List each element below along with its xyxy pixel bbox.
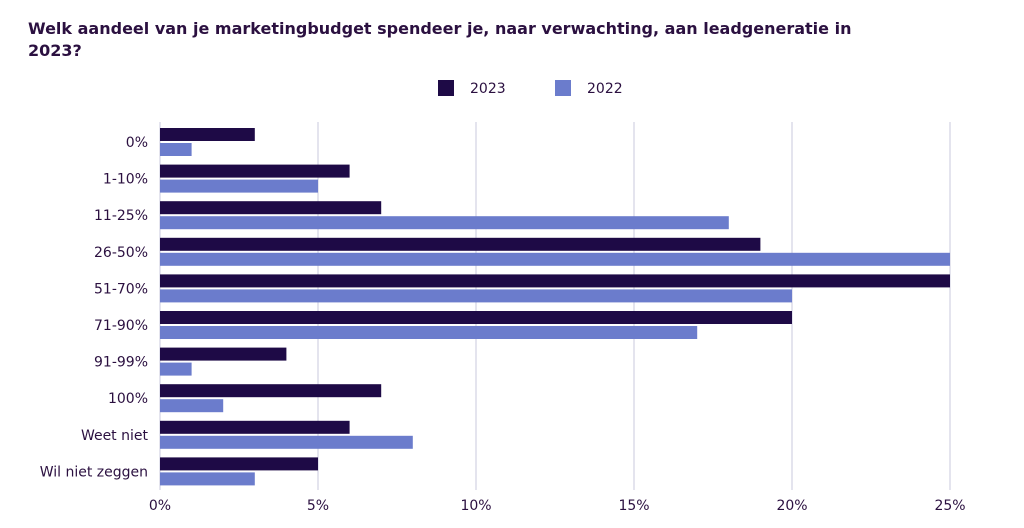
bar-2022 bbox=[160, 216, 729, 230]
legend-label: 2022 bbox=[587, 81, 623, 97]
bar-2023 bbox=[160, 274, 950, 288]
y-tick-label: 51-70% bbox=[94, 281, 148, 297]
bar-2023 bbox=[160, 128, 255, 141]
bar-2022 bbox=[160, 289, 792, 303]
y-tick-label: Wil niet zeggen bbox=[40, 464, 148, 480]
x-tick-label: 10% bbox=[460, 498, 491, 514]
bar-2022 bbox=[160, 472, 255, 486]
bar-2022 bbox=[160, 362, 192, 376]
bar-2023 bbox=[160, 164, 350, 178]
bar-2023 bbox=[160, 384, 382, 398]
x-axis-labels: 0% 5% 10% 15% 20% 25% bbox=[149, 498, 966, 514]
bar-2022 bbox=[160, 143, 192, 156]
y-tick-label: 11-25% bbox=[94, 208, 148, 224]
bar-2023 bbox=[160, 237, 761, 251]
bars bbox=[160, 128, 950, 486]
x-tick-label: 5% bbox=[307, 498, 329, 514]
y-tick-label: 26-50% bbox=[94, 245, 148, 261]
bar-2023 bbox=[160, 311, 792, 324]
y-tick-label: 1-10% bbox=[103, 172, 148, 188]
legend-label: 2023 bbox=[470, 81, 506, 97]
x-tick-label: 20% bbox=[776, 498, 807, 514]
legend-swatch-2023 bbox=[438, 80, 454, 96]
bar-2023 bbox=[160, 347, 287, 361]
y-axis-labels: 0% 1-10% 11-25% 26-50% 51-70% 71-90% 91-99% 100… bbox=[40, 135, 149, 480]
chart-title: Welk aandeel van je marketingbudget spen… bbox=[28, 19, 852, 60]
x-tick-label: 15% bbox=[618, 498, 649, 514]
bar-2023 bbox=[160, 457, 318, 471]
x-tick-label: 25% bbox=[934, 498, 965, 514]
bar-2023 bbox=[160, 420, 350, 434]
bar-2022 bbox=[160, 179, 318, 193]
bar-2023 bbox=[160, 201, 382, 215]
bar-2022 bbox=[160, 435, 413, 449]
legend: 2023 2022 bbox=[438, 80, 623, 97]
legend-swatch-2022 bbox=[555, 80, 571, 96]
bar-2022 bbox=[160, 252, 950, 266]
y-tick-label: Weet niet bbox=[81, 428, 149, 444]
y-tick-label: 91-99% bbox=[94, 355, 148, 371]
y-tick-label: 100% bbox=[108, 391, 148, 407]
bar-2022 bbox=[160, 326, 698, 339]
y-tick-label: 71-90% bbox=[94, 318, 148, 334]
bar-2022 bbox=[160, 399, 224, 413]
y-tick-label: 0% bbox=[126, 135, 148, 151]
x-tick-label: 0% bbox=[149, 498, 171, 514]
